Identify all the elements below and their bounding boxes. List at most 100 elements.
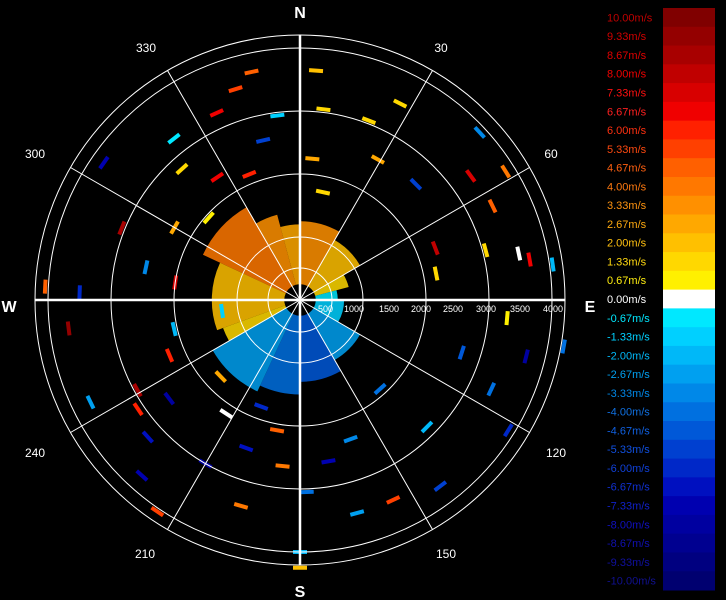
colorbar-swatch	[663, 252, 715, 272]
velocity-gate	[141, 430, 155, 444]
colorbar-label: -1.33m/s	[607, 332, 650, 344]
colorbar-swatch	[663, 477, 715, 497]
bearing-spoke	[299, 70, 433, 301]
velocity-gate	[487, 198, 498, 214]
velocity-gate	[385, 495, 401, 505]
velocity-gate	[117, 220, 127, 236]
velocity-gate	[209, 108, 224, 118]
velocity-gate	[219, 408, 234, 420]
colorbar-swatch	[663, 458, 715, 478]
velocity-gate	[132, 402, 144, 417]
velocity-sector	[307, 307, 361, 361]
velocity-gate	[219, 303, 225, 319]
velocity-gate	[409, 177, 423, 191]
colorbar-swatch	[663, 439, 715, 460]
colorbar-label: 4.00m/s	[607, 181, 647, 193]
velocity-gate	[253, 402, 269, 411]
velocity-gate	[515, 246, 523, 261]
velocity-gate	[269, 427, 285, 434]
bearing-spoke	[299, 299, 530, 433]
velocity-gate	[238, 443, 254, 453]
colorbar-swatch	[663, 345, 715, 366]
velocity-gates	[42, 68, 567, 570]
bearing-spoke	[167, 70, 301, 301]
colorbar-swatch	[663, 233, 715, 253]
colorbar-label: -7.33m/s	[607, 501, 650, 513]
colorbar-swatch	[663, 383, 715, 403]
range-label-1500: 1500	[379, 304, 399, 314]
colorbar-label: 6.00m/s	[607, 125, 647, 137]
velocity-gate	[77, 285, 82, 300]
colorbar-label: 4.67m/s	[607, 163, 647, 175]
bearing-spoke	[167, 299, 301, 530]
colorbar-swatch	[663, 571, 715, 591]
compass-west-label: W	[1, 299, 17, 316]
bearing-label-60: 60	[544, 147, 558, 161]
velocity-sector	[260, 314, 300, 395]
velocity-gate	[308, 68, 324, 74]
velocity-gate	[432, 266, 440, 281]
colorbar-label: -4.67m/s	[607, 425, 650, 437]
velocity-sector	[313, 300, 345, 323]
velocity-sector	[212, 307, 294, 392]
colorbar-label: -3.33m/s	[607, 388, 650, 400]
bearing-spoke	[299, 167, 530, 301]
colorbar-swatch	[663, 83, 715, 103]
velocity-gate	[150, 505, 165, 518]
compass-north-label: N	[294, 5, 306, 22]
colorbar-label: 2.00m/s	[607, 238, 647, 250]
velocity-gate	[270, 112, 285, 119]
range-label-2000: 2000	[411, 304, 431, 314]
colorbar-swatch	[663, 8, 715, 28]
velocity-sector	[202, 207, 293, 294]
velocity-gate	[214, 370, 227, 384]
velocity-gate	[373, 382, 387, 396]
velocity-gate	[392, 98, 408, 109]
velocity-gate	[85, 395, 96, 410]
velocity-sector	[307, 239, 361, 293]
colorbar-label: 1.33m/s	[607, 256, 647, 268]
velocity-gate	[233, 502, 249, 510]
colorbar-swatch	[663, 158, 715, 178]
velocity-gate	[167, 132, 181, 145]
range-labels: 1000 1500 2000 2500 3000 3500 4000 500	[318, 304, 563, 314]
colorbar-label: -4.00m/s	[607, 407, 650, 419]
colorbar-swatch	[663, 496, 715, 516]
bearing-label-240: 240	[25, 446, 45, 460]
bearing-label-30: 30	[434, 41, 448, 55]
velocity-gate	[228, 85, 243, 94]
bearing-label-300: 300	[25, 147, 45, 161]
colorbar-swatch	[663, 139, 715, 159]
colorbar-label: -5.33m/s	[607, 444, 650, 456]
velocity-gate	[210, 171, 225, 183]
velocity-gate	[343, 434, 358, 444]
velocity-gate	[349, 509, 365, 517]
velocity-gate	[522, 349, 530, 364]
velocity-sector	[211, 262, 286, 331]
colorbar-swatch	[663, 514, 715, 535]
colorbar-label: -6.67m/s	[607, 482, 650, 494]
range-label-4000: 4000	[543, 304, 563, 314]
velocity-gate	[42, 279, 48, 294]
colorbar-label: -0.67m/s	[607, 313, 650, 325]
velocity-gate	[430, 240, 440, 256]
colorbar-label: -8.00m/s	[607, 519, 650, 531]
colorbar-swatch	[663, 26, 715, 47]
colorbar-swatch	[663, 402, 715, 422]
colorbar-label: 6.67m/s	[607, 106, 647, 118]
velocity-gate	[244, 68, 259, 76]
colorbar-label: 0.67m/s	[607, 275, 647, 287]
bearing-spokes	[70, 70, 530, 530]
colorbar-label: 9.33m/s	[607, 31, 647, 43]
velocity-gate	[315, 188, 331, 196]
velocity-gate	[170, 321, 178, 337]
range-label-500: 500	[318, 304, 333, 314]
colorbar-swatch	[663, 176, 715, 197]
velocity-gate	[316, 106, 331, 113]
colorbar-swatch	[663, 270, 715, 291]
velocity-gate	[526, 252, 533, 267]
colorbar-label: 10.00m/s	[607, 12, 653, 24]
velocity-gate	[255, 136, 271, 144]
bearing-spoke	[70, 299, 301, 433]
velocity-gate	[135, 469, 149, 482]
